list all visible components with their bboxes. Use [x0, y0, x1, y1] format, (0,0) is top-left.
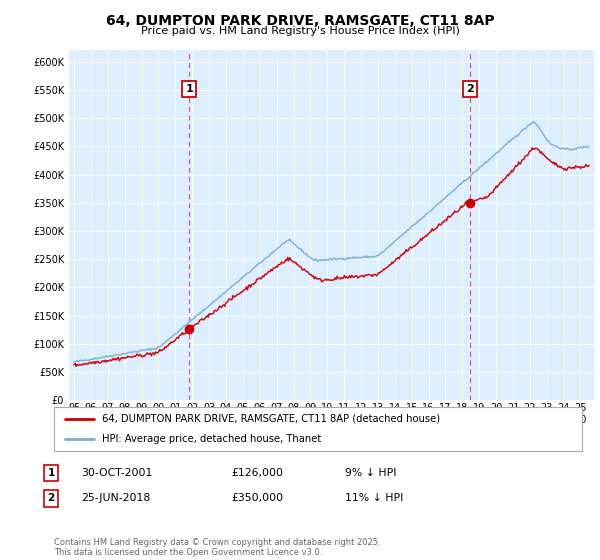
Text: 9% ↓ HPI: 9% ↓ HPI — [345, 468, 397, 478]
Text: £350,000: £350,000 — [231, 493, 283, 503]
Text: 1: 1 — [185, 84, 193, 94]
Text: Price paid vs. HM Land Registry's House Price Index (HPI): Price paid vs. HM Land Registry's House … — [140, 26, 460, 36]
Text: 11% ↓ HPI: 11% ↓ HPI — [345, 493, 403, 503]
Text: 25-JUN-2018: 25-JUN-2018 — [81, 493, 150, 503]
Text: HPI: Average price, detached house, Thanet: HPI: Average price, detached house, Than… — [101, 434, 321, 444]
Text: 2: 2 — [47, 493, 55, 503]
Text: 1: 1 — [47, 468, 55, 478]
Text: £126,000: £126,000 — [231, 468, 283, 478]
Text: 30-OCT-2001: 30-OCT-2001 — [81, 468, 152, 478]
Text: 2: 2 — [467, 84, 475, 94]
Text: Contains HM Land Registry data © Crown copyright and database right 2025.
This d: Contains HM Land Registry data © Crown c… — [54, 538, 380, 557]
Text: 64, DUMPTON PARK DRIVE, RAMSGATE, CT11 8AP (detached house): 64, DUMPTON PARK DRIVE, RAMSGATE, CT11 8… — [101, 414, 440, 424]
Text: 64, DUMPTON PARK DRIVE, RAMSGATE, CT11 8AP: 64, DUMPTON PARK DRIVE, RAMSGATE, CT11 8… — [106, 14, 494, 28]
